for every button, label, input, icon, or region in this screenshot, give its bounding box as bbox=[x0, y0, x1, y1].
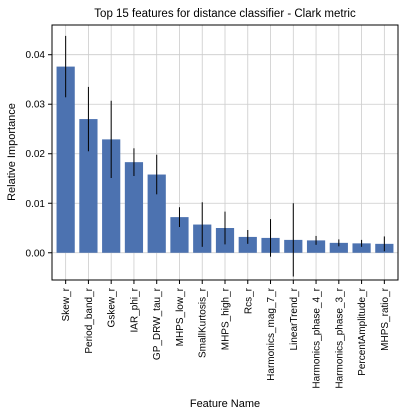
x-tick-label: Harmonics_phase_3_r bbox=[334, 287, 345, 388]
x-tick-label: GP_DRW_tau_r bbox=[152, 287, 163, 360]
bar bbox=[79, 119, 98, 253]
x-tick-label: IAR_phi_r bbox=[129, 287, 140, 332]
y-tick-label: 0.02 bbox=[26, 149, 46, 160]
y-tick-label: 0.03 bbox=[26, 100, 46, 111]
x-tick-label: MHPS_high_r bbox=[221, 287, 232, 350]
x-tick-label: PercentAmplitude_r bbox=[357, 287, 368, 375]
error-bars bbox=[65, 35, 385, 277]
bar bbox=[147, 174, 166, 253]
y-tick-label: 0.00 bbox=[26, 248, 46, 259]
x-tick-label: MHPS_low_r bbox=[175, 287, 186, 346]
x-tick-label: Gskew_r bbox=[107, 287, 118, 327]
bar bbox=[170, 217, 189, 253]
bar bbox=[306, 240, 326, 253]
bar bbox=[352, 243, 371, 253]
bar bbox=[56, 66, 75, 253]
x-tick-label: Period_band_r bbox=[84, 287, 95, 353]
bar bbox=[124, 162, 144, 253]
x-tick-label: Rcs_r bbox=[243, 287, 254, 314]
x-tick-label: Skew_r bbox=[61, 287, 72, 321]
bar bbox=[102, 139, 121, 253]
x-tick-label: MHPS_ratio_r bbox=[380, 287, 391, 350]
x-tick-label: LinearTrend_r bbox=[289, 287, 300, 350]
x-tick-label: Harmonics_mag_7_r bbox=[266, 287, 277, 380]
x-tick-label: Harmonics_phase_4_r bbox=[312, 287, 323, 388]
x-axis: Skew_r Period_band_r Gskew_r IAR_phi_r GP_DR… bbox=[61, 280, 391, 389]
y-tick-label: 0.01 bbox=[26, 199, 46, 210]
y-axis: 0.00 0.01 0.02 0.03 0.04 bbox=[26, 50, 52, 259]
chart-title: Top 15 features for distance classifier … bbox=[94, 8, 356, 20]
y-tick-label: 0.04 bbox=[26, 50, 46, 61]
x-tick-label: SmallKurtosis_r bbox=[198, 287, 209, 358]
bar bbox=[329, 242, 348, 253]
x-axis-label: Feature Name bbox=[190, 398, 260, 410]
y-axis-label: Relative Importance bbox=[6, 103, 18, 201]
bar bbox=[238, 236, 257, 253]
